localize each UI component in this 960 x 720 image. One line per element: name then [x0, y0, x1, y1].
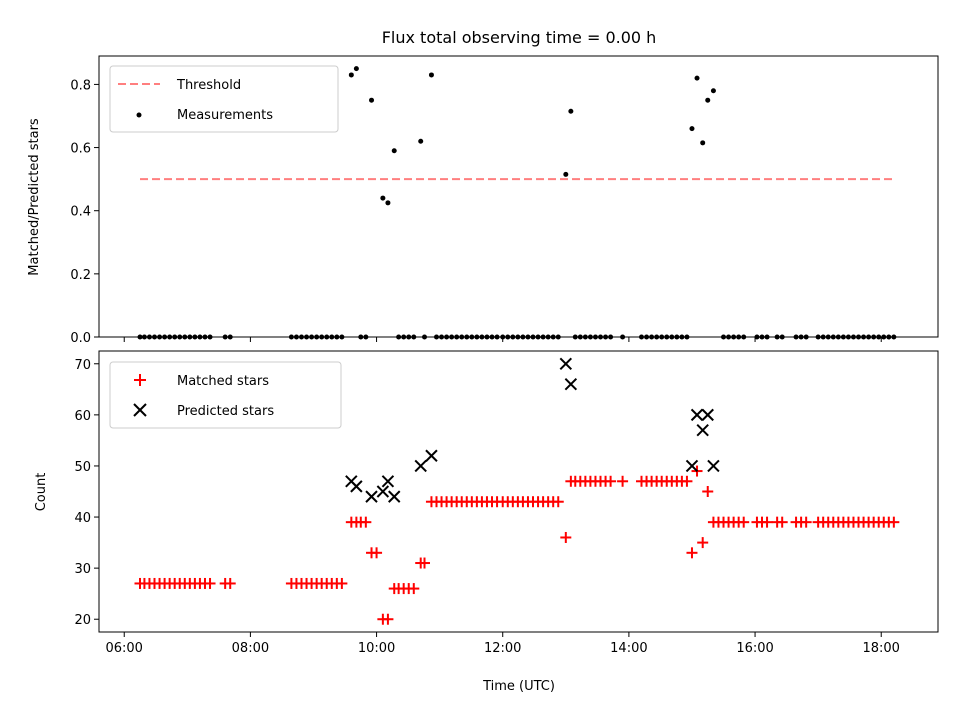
- x-tick-label: 14:00: [610, 641, 647, 656]
- bottom-plot-frame: [98, 350, 939, 633]
- measurement-point: [418, 138, 424, 144]
- top-plot-frame: [98, 55, 939, 338]
- top-y-axis: 0.0 0.2 0.4 0.6 0.8: [70, 78, 99, 346]
- matched-star-marker: [800, 516, 812, 528]
- matched-star-marker: [761, 516, 773, 528]
- matched-star-marker: [419, 557, 431, 569]
- matched-star-marker: [888, 516, 900, 528]
- x-tick-label: 06:00: [105, 641, 142, 656]
- matched-star-marker: [336, 577, 348, 589]
- top-panel: 0.00.20.40.60.8 Matched/Predicted stars …: [27, 55, 939, 346]
- predicted-star-marker: [685, 459, 699, 473]
- bottom-legend-box: [109, 361, 342, 429]
- matched-star-marker: [686, 547, 698, 559]
- top-legend-box: [109, 65, 339, 133]
- matched-star-marker: [702, 486, 714, 497]
- y-tick-label: 0.8: [70, 78, 91, 93]
- predicted-star-marker: [425, 449, 438, 462]
- measurement-point: [705, 97, 711, 103]
- y-tick-label: 0.0: [70, 331, 91, 346]
- y-tick-label: 0.2: [70, 268, 91, 283]
- y-tick-label: 60: [74, 409, 91, 424]
- measurement-point: [391, 148, 397, 154]
- predicted-star-marker: [365, 490, 378, 503]
- predicted-star-marker: [388, 490, 401, 503]
- matched-star-marker: [605, 475, 617, 487]
- predicted-star-marker: [376, 485, 390, 498]
- matched-star-marker: [382, 613, 394, 625]
- matched-star-marker: [681, 475, 693, 487]
- predicted-stars-legend-label: Predicted stars: [177, 404, 274, 419]
- predicted-star-marker: [350, 480, 363, 493]
- matched-star-marker: [408, 583, 420, 595]
- bottom-plot-data: [134, 357, 900, 625]
- matched-star-marker: [697, 537, 709, 549]
- chart-title: Flux total observing time = 0.00 h: [382, 28, 657, 47]
- x-tick-label: 10:00: [358, 641, 395, 656]
- measurement-point: [385, 200, 391, 206]
- predicted-star-marker: [701, 408, 714, 422]
- bottom-y-axis-label: Count: [34, 473, 49, 512]
- measurement-point: [563, 171, 569, 177]
- y-tick-label: 30: [74, 562, 91, 577]
- predicted-star-marker: [414, 459, 427, 473]
- x-tick-label: 12:00: [484, 641, 521, 656]
- bottom-legend: Matched stars Predicted stars: [109, 361, 342, 429]
- measurement-point: [369, 97, 375, 103]
- measurement-point: [700, 140, 706, 146]
- predicted-star-marker: [707, 459, 720, 473]
- matched-star-marker: [224, 577, 236, 589]
- measurement-point: [353, 66, 359, 72]
- predicted-star-marker: [559, 357, 573, 370]
- bottom-panel: 20 30 40 50 60 70 06:00 08:00 10:00 12:00 14:00 16…: [34, 350, 939, 694]
- threshold-legend-label: Threshold: [176, 78, 241, 93]
- predicted-star-marker: [564, 378, 578, 391]
- measurement-point: [694, 75, 700, 81]
- y-tick-label: 40: [74, 511, 91, 526]
- predicted-star-marker: [690, 408, 704, 422]
- matched-star-marker: [776, 516, 788, 528]
- matched-star-marker: [204, 577, 216, 589]
- y-tick-label: 50: [74, 460, 91, 475]
- matched-stars-legend-marker: [134, 374, 146, 386]
- measurement-point: [428, 72, 434, 78]
- matched-star-marker: [738, 516, 750, 528]
- bottom-x-axis-label: Time (UTC): [482, 679, 555, 694]
- y-tick-label: 70: [74, 358, 91, 373]
- y-tick-label: 0.4: [70, 205, 91, 220]
- y-tick-label: 20: [74, 613, 91, 628]
- matched-star-marker: [371, 547, 383, 559]
- measurement-point: [380, 195, 386, 201]
- measurement-point: [689, 126, 695, 132]
- x-tick-label: 18:00: [862, 641, 899, 656]
- bottom-y-axis: 20 30 40 50 60 70: [74, 358, 99, 628]
- top-x-axis: [123, 337, 882, 342]
- predicted-stars-legend-marker: [133, 403, 147, 417]
- bottom-x-axis: 06:00 08:00 10:00 12:00 14:00 16:00 18:00: [105, 632, 900, 656]
- top-y-axis-label: Matched/Predicted stars: [27, 118, 42, 276]
- y-tick-label: 0.6: [70, 142, 91, 157]
- matched-star-marker: [617, 475, 629, 487]
- matched-star-marker: [360, 516, 372, 528]
- measurement-point: [348, 72, 354, 78]
- measurements-legend-marker: [136, 112, 142, 118]
- top-legend: Threshold Measurements: [109, 65, 339, 133]
- measurements-legend-label: Measurements: [177, 108, 273, 123]
- x-tick-label: 16:00: [736, 641, 773, 656]
- predicted-star-marker: [696, 423, 709, 437]
- x-tick-label: 08:00: [232, 641, 269, 656]
- matched-star-marker: [552, 496, 564, 508]
- matched-star-marker: [560, 531, 572, 543]
- measurement-point: [568, 108, 574, 114]
- matched-stars-legend-label: Matched stars: [177, 374, 269, 389]
- predicted-star-marker: [381, 475, 395, 488]
- measurement-point: [710, 88, 716, 94]
